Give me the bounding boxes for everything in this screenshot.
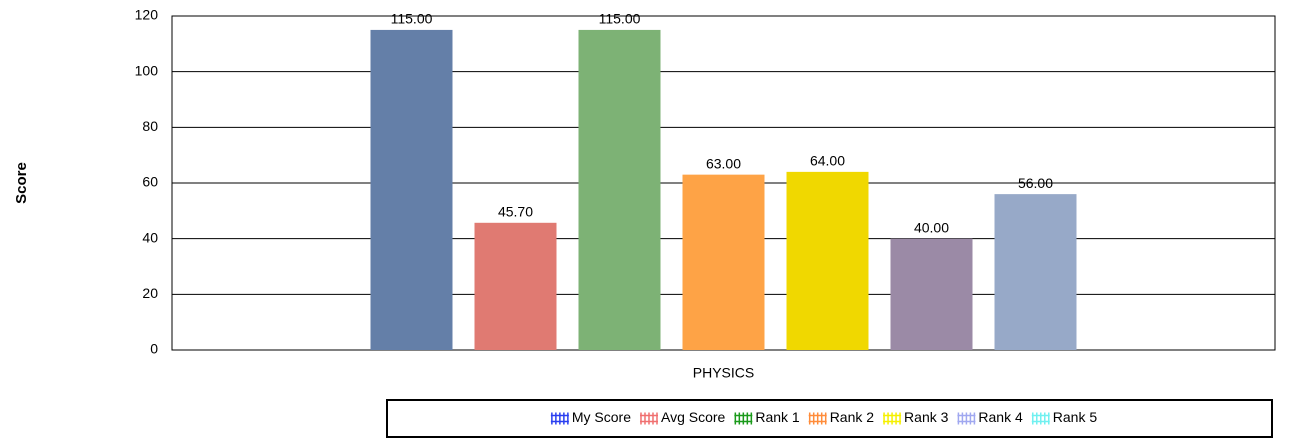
bar bbox=[682, 174, 765, 350]
legend-label: Rank 2 bbox=[830, 409, 875, 425]
legend-swatch bbox=[1031, 412, 1050, 425]
legend-label: Rank 3 bbox=[904, 409, 949, 425]
value-label: 115.00 bbox=[391, 11, 433, 27]
value-label: 56.00 bbox=[1018, 175, 1053, 191]
y-tick-label: 0 bbox=[150, 341, 158, 357]
legend-swatch bbox=[808, 412, 827, 425]
legend-swatch bbox=[639, 412, 658, 425]
legend-box bbox=[386, 399, 1273, 438]
legend-label: Rank 1 bbox=[755, 409, 800, 425]
value-label: 63.00 bbox=[706, 155, 741, 171]
legend-label: Avg Score bbox=[661, 409, 726, 425]
bar bbox=[786, 171, 869, 350]
bar bbox=[890, 238, 973, 350]
bar bbox=[994, 194, 1077, 350]
legend-swatch bbox=[550, 412, 569, 425]
y-tick-label: 120 bbox=[135, 7, 159, 23]
legend-label: My Score bbox=[572, 409, 631, 425]
value-label: 40.00 bbox=[914, 219, 949, 235]
legend-swatch bbox=[734, 412, 753, 425]
value-label: 64.00 bbox=[810, 153, 845, 169]
legend-swatch bbox=[957, 412, 976, 425]
value-label: 115.00 bbox=[599, 11, 641, 27]
y-tick-label: 60 bbox=[142, 174, 158, 190]
y-tick-label: 20 bbox=[142, 285, 158, 301]
x-tick-label: PHYSICS bbox=[693, 365, 754, 381]
y-axis-title: Score bbox=[13, 162, 30, 204]
y-tick-label: 80 bbox=[142, 118, 158, 134]
bar bbox=[474, 222, 557, 350]
y-tick-label: 100 bbox=[135, 62, 159, 78]
y-tick-label: 40 bbox=[142, 229, 158, 245]
value-label: 45.70 bbox=[498, 204, 533, 220]
bar bbox=[578, 29, 661, 351]
legend-swatch bbox=[883, 412, 902, 425]
legend-label: Rank 4 bbox=[978, 409, 1023, 425]
bar bbox=[370, 29, 453, 351]
legend-label: Rank 5 bbox=[1053, 409, 1098, 425]
